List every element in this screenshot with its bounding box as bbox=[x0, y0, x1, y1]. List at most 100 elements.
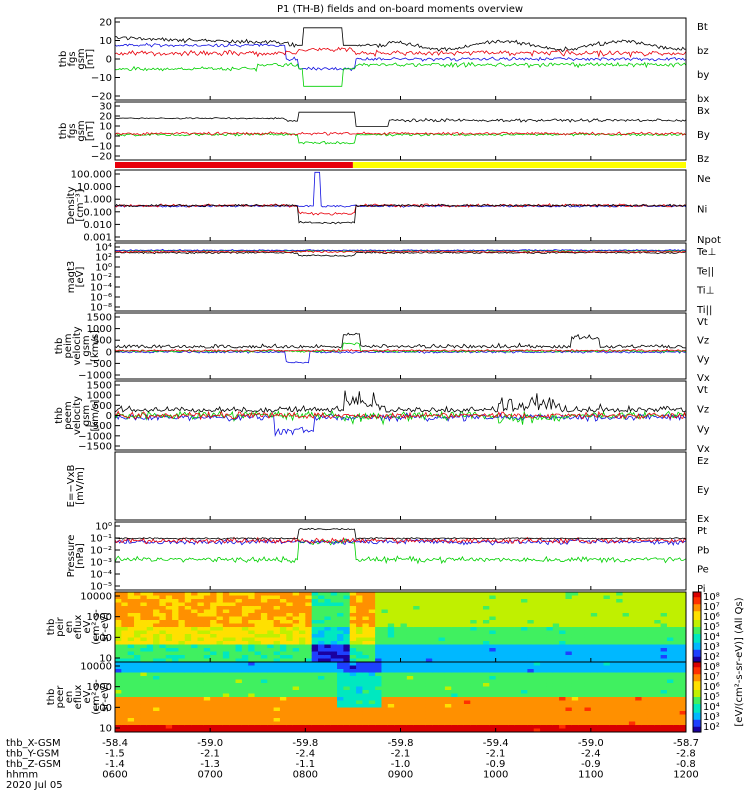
heatmap-cell bbox=[324, 721, 332, 726]
heatmap-cell bbox=[654, 623, 662, 628]
heatmap-cell bbox=[305, 592, 313, 596]
heatmap-cell bbox=[514, 665, 522, 670]
legend-item: Ni bbox=[697, 205, 707, 216]
heatmap-cell bbox=[597, 609, 605, 614]
heatmap-cell bbox=[203, 623, 211, 628]
heatmap-cell bbox=[463, 648, 471, 652]
heatmap-cell bbox=[292, 592, 300, 596]
heatmap-cell bbox=[565, 662, 573, 666]
heatmap-cell bbox=[362, 711, 370, 715]
heatmap-cell bbox=[286, 707, 294, 712]
heatmap-cell bbox=[349, 714, 357, 719]
heatmap-cell bbox=[584, 592, 592, 596]
heatmap-cell bbox=[222, 651, 230, 656]
heatmap-cell bbox=[311, 641, 319, 645]
heatmap-cell bbox=[146, 697, 154, 701]
heatmap-cell bbox=[330, 623, 338, 628]
heatmap-cell bbox=[489, 602, 497, 607]
heatmap-cell bbox=[349, 676, 357, 680]
heatmap-cell bbox=[413, 686, 421, 691]
heatmap-cell bbox=[616, 690, 624, 694]
heatmap-cell bbox=[419, 620, 427, 624]
heatmap-cell bbox=[394, 627, 401, 631]
heatmap-cell bbox=[121, 725, 129, 729]
heatmap-cell bbox=[673, 672, 681, 677]
heatmap-cell bbox=[191, 606, 198, 610]
heatmap-cell bbox=[432, 679, 440, 684]
heatmap-cell bbox=[616, 623, 624, 628]
heatmap-cell bbox=[508, 686, 516, 691]
heatmap-cell bbox=[362, 662, 370, 666]
heatmap-cell bbox=[679, 714, 687, 719]
heatmap-cell bbox=[184, 728, 192, 733]
heatmap-cell bbox=[127, 616, 135, 621]
heatmap-cell bbox=[406, 697, 414, 701]
heatmap-cell bbox=[508, 648, 516, 652]
heatmap-cell bbox=[248, 599, 256, 603]
heatmap-cell bbox=[134, 662, 141, 666]
heatmap-cell bbox=[432, 627, 440, 631]
heatmap-cell bbox=[318, 613, 325, 617]
heatmap-cell bbox=[552, 669, 560, 673]
heatmap-cell bbox=[115, 651, 122, 656]
heatmap-cell bbox=[527, 690, 535, 694]
panel-8: 10⁰10⁻¹10⁻²10⁻³10⁻⁴10⁻⁵Pressure[nPa]PtPb… bbox=[66, 521, 709, 595]
heatmap-cell bbox=[660, 592, 668, 596]
heatmap-cell bbox=[533, 665, 541, 670]
heatmap-cell bbox=[292, 606, 300, 610]
heatmap-cell bbox=[432, 630, 440, 635]
y-tick-label: 10⁴ bbox=[95, 243, 112, 254]
heatmap-cell bbox=[286, 609, 294, 614]
heatmap-cell bbox=[432, 637, 440, 642]
colorbar-cell bbox=[693, 614, 701, 618]
heatmap-cell bbox=[324, 711, 332, 715]
heatmap-cell bbox=[140, 613, 148, 617]
heatmap-cell bbox=[159, 721, 167, 726]
heatmap-cell bbox=[311, 679, 319, 684]
heatmap-cell bbox=[578, 718, 585, 722]
heatmap-cell bbox=[470, 679, 478, 684]
heatmap-cell bbox=[673, 721, 681, 726]
colorbar-cell bbox=[693, 693, 701, 696]
heatmap-cell bbox=[514, 700, 522, 705]
heatmap-cell bbox=[127, 620, 135, 624]
heatmap-cell bbox=[552, 711, 560, 715]
heatmap-cell bbox=[597, 665, 605, 670]
heatmap-cell bbox=[432, 725, 440, 729]
heatmap-cell bbox=[356, 728, 363, 733]
heatmap-cell bbox=[457, 630, 465, 635]
heatmap-cell bbox=[121, 686, 129, 691]
heatmap-cell bbox=[489, 606, 497, 610]
heatmap-cell bbox=[546, 704, 554, 708]
heatmap-cell bbox=[666, 599, 674, 603]
heatmap-cell bbox=[343, 606, 351, 610]
heatmap-cell bbox=[590, 714, 598, 719]
heatmap-cell bbox=[628, 620, 636, 624]
heatmap-cell bbox=[140, 690, 148, 694]
heatmap-cell bbox=[292, 676, 300, 680]
heatmap-cell bbox=[184, 672, 192, 677]
heatmap-cell bbox=[641, 637, 649, 642]
heatmap-cell bbox=[127, 669, 135, 673]
heatmap-cell bbox=[381, 693, 389, 698]
heatmap-cell bbox=[362, 676, 370, 680]
heatmap-cell bbox=[444, 627, 452, 631]
heatmap-cell bbox=[540, 658, 547, 663]
heatmap-cell bbox=[400, 665, 408, 670]
heatmap-cell bbox=[184, 651, 192, 656]
heatmap-cell bbox=[368, 707, 376, 712]
heatmap-cell bbox=[660, 606, 668, 610]
heatmap-cell bbox=[628, 704, 636, 708]
heatmap-cell bbox=[406, 620, 414, 624]
legend-item: Bx bbox=[697, 106, 710, 117]
heatmap-cell bbox=[578, 620, 585, 624]
y-axis-label: thbfgsgsm[nT] bbox=[58, 48, 96, 69]
x-axis-value: -2.1 bbox=[486, 749, 506, 760]
heatmap-cell bbox=[578, 704, 585, 708]
heatmap-cell bbox=[273, 669, 281, 673]
heatmap-cell bbox=[305, 704, 313, 708]
heatmap-cell bbox=[191, 637, 198, 642]
heatmap-cell bbox=[172, 634, 179, 638]
heatmap-cell bbox=[273, 637, 281, 642]
heatmap-cell bbox=[210, 700, 218, 705]
